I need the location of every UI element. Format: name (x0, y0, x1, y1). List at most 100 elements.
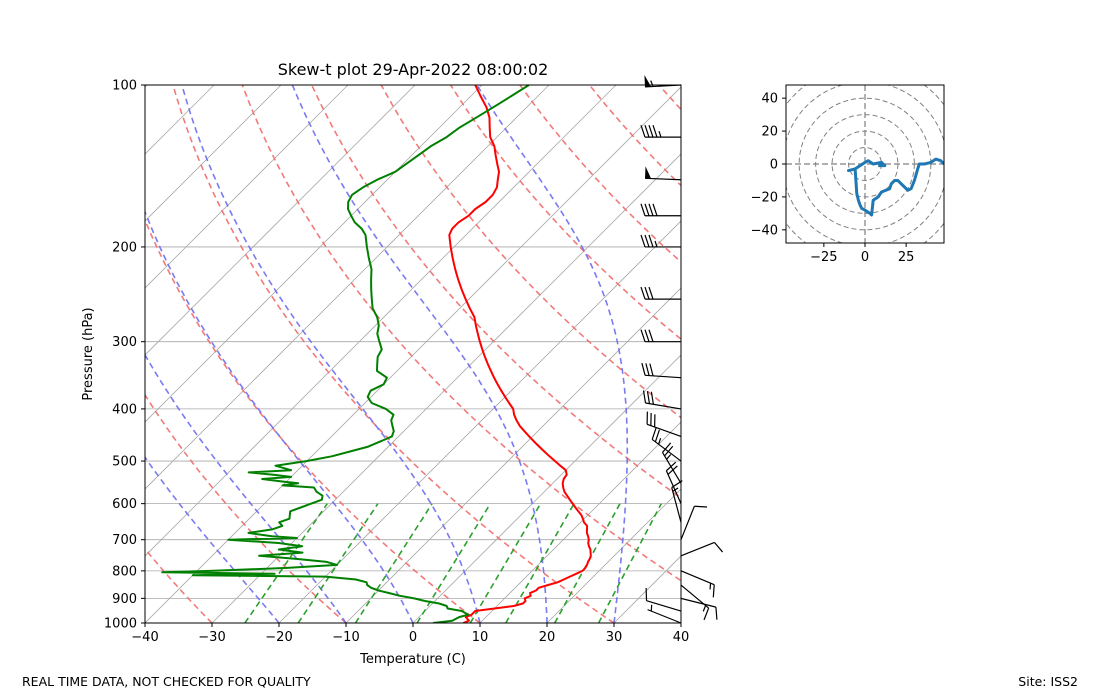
y-tick-label: 700 (112, 533, 137, 548)
wind-barb (640, 286, 681, 300)
wind-barb (647, 604, 682, 624)
y-tick-label: 900 (112, 592, 137, 607)
barb-staff (680, 570, 715, 586)
mixing-ratio-line (553, 503, 621, 623)
barb-staff (645, 177, 682, 181)
barb-staff (646, 600, 682, 612)
dewpoint-profile (161, 85, 530, 623)
barb-full (640, 286, 646, 300)
x-tick-label: −10 (332, 630, 359, 645)
wind-barb (642, 390, 682, 410)
moist-adiabat (291, 85, 548, 623)
barb-full (645, 363, 650, 376)
barb-staff (661, 452, 682, 484)
wind-barb (641, 362, 682, 379)
barb-full (662, 442, 672, 453)
site-label: Site: ISS2 (1018, 674, 1078, 689)
wind-barb (640, 124, 681, 138)
x-axis-label: Temperature (C) (359, 652, 466, 667)
barb-staff (680, 597, 717, 608)
dry-adiabat (519, 85, 681, 264)
x-tick-label: 30 (606, 630, 623, 645)
hodo-x-tick-label: −25 (810, 250, 837, 265)
hodo-x-tick-label: 25 (898, 250, 915, 265)
isotherm-line (613, 555, 681, 623)
barb-full (644, 203, 650, 216)
y-tick-label: 600 (112, 497, 137, 512)
barb-full (640, 329, 646, 342)
mixing-ratio-line (244, 503, 328, 623)
barb-staff (645, 402, 682, 410)
moist-adiabat (145, 209, 414, 623)
isotherm-line (278, 220, 681, 623)
barb-staff (680, 541, 715, 557)
isotherm-line (546, 488, 681, 623)
barb-half (658, 438, 662, 445)
dry-adiabat (310, 85, 681, 499)
wind-barb (640, 203, 681, 217)
isotherm-line (145, 85, 215, 155)
isotherm-line (479, 421, 681, 623)
barb-staff (651, 438, 682, 462)
wind-barb (680, 584, 710, 621)
x-tick-label: 10 (472, 630, 489, 645)
dry-adiabat (449, 85, 681, 341)
isotherm-line (211, 153, 681, 623)
barb-flag (644, 74, 652, 87)
isotherm-line (145, 85, 416, 356)
isotherm-line (748, 85, 1100, 623)
dry-adiabat (380, 85, 681, 419)
barb-full (641, 362, 646, 376)
hodograph-chart: −25 0 25 −40 −20 0 20 40 (751, 84, 945, 265)
moist-adiabat (476, 85, 629, 623)
chart-title: Skew-t plot 29-Apr-2022 08:00:02 (278, 60, 549, 79)
x-tick-label: 0 (409, 630, 417, 645)
quality-disclaimer: REAL TIME DATA, NOT CHECKED FOR QUALITY (22, 674, 311, 689)
hodograph-trace (847, 157, 944, 217)
isotherm-line (412, 354, 681, 623)
isotherm-line (145, 85, 282, 222)
y-tick-label: 400 (112, 402, 137, 417)
barb-staff (680, 584, 710, 609)
barb-full (644, 329, 650, 342)
barb-full (652, 124, 658, 138)
wind-barb (680, 570, 715, 598)
wind-barb (645, 166, 682, 181)
temperature-profile (448, 85, 592, 623)
y-tick-label: 200 (112, 240, 137, 255)
wind-barb (680, 597, 718, 620)
dry-adiabat (145, 218, 481, 623)
barb-staff (671, 487, 682, 523)
barb-full (640, 234, 646, 248)
wind-barb (645, 588, 682, 612)
dry-adiabat (172, 85, 615, 623)
isotherm-line (680, 622, 681, 623)
barb-full (650, 391, 654, 405)
barb-staff (665, 470, 682, 504)
barb-half (702, 605, 707, 612)
hodo-plot-area (786, 85, 944, 243)
barb-flag (645, 166, 652, 179)
mixing-ratio-line (354, 503, 433, 623)
x-tick-label: −20 (265, 630, 292, 645)
x-tick-label: 20 (539, 630, 556, 645)
y-tick-label: 300 (112, 335, 137, 350)
barb-full (651, 427, 657, 440)
wind-barb (644, 74, 682, 88)
isotherm-line (145, 85, 617, 557)
barb-full (648, 286, 654, 300)
hodo-x-tick-label: 0 (861, 250, 869, 265)
barb-full (644, 234, 650, 248)
wind-barb (640, 234, 681, 248)
hodo-y-tick-label: 40 (761, 92, 778, 107)
y-tick-label: 500 (112, 455, 137, 470)
mixing-ratio-line (469, 503, 542, 623)
barb-full (644, 286, 650, 300)
dry-adiabat (588, 85, 681, 187)
y-tick-label: 800 (112, 564, 137, 579)
x-tick-label: −40 (131, 630, 158, 645)
moist-adiabat (181, 85, 481, 623)
dry-adiabat (241, 85, 681, 582)
plot-area (145, 85, 1100, 623)
